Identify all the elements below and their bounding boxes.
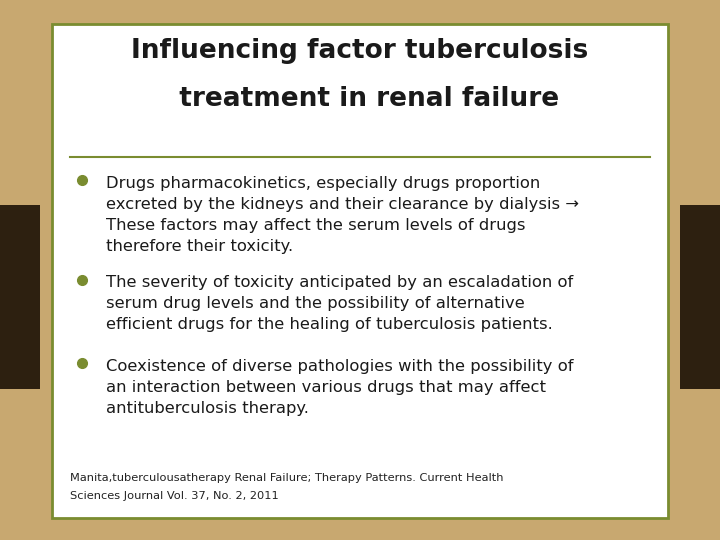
Text: Influencing factor tuberculosis: Influencing factor tuberculosis: [131, 38, 589, 64]
Bar: [680, 205, 720, 389]
Text: treatment in renal failure: treatment in renal failure: [161, 86, 559, 112]
Text: Manita,tuberculousatherapy Renal Failure; Therapy Patterns. Current Health: Manita,tuberculousatherapy Renal Failure…: [70, 473, 503, 483]
Text: Sciences Journal Vol. 37, No. 2, 2011: Sciences Journal Vol. 37, No. 2, 2011: [70, 490, 279, 501]
Text: Drugs pharmacokinetics, especially drugs proportion
excreted by the kidneys and : Drugs pharmacokinetics, especially drugs…: [106, 176, 579, 253]
FancyBboxPatch shape: [52, 24, 668, 518]
Text: The severity of toxicity anticipated by an escaladation of
serum drug levels and: The severity of toxicity anticipated by …: [106, 275, 573, 333]
Bar: [0, 205, 40, 389]
Text: Coexistence of diverse pathologies with the possibility of
an interaction betwee: Coexistence of diverse pathologies with …: [106, 359, 573, 416]
